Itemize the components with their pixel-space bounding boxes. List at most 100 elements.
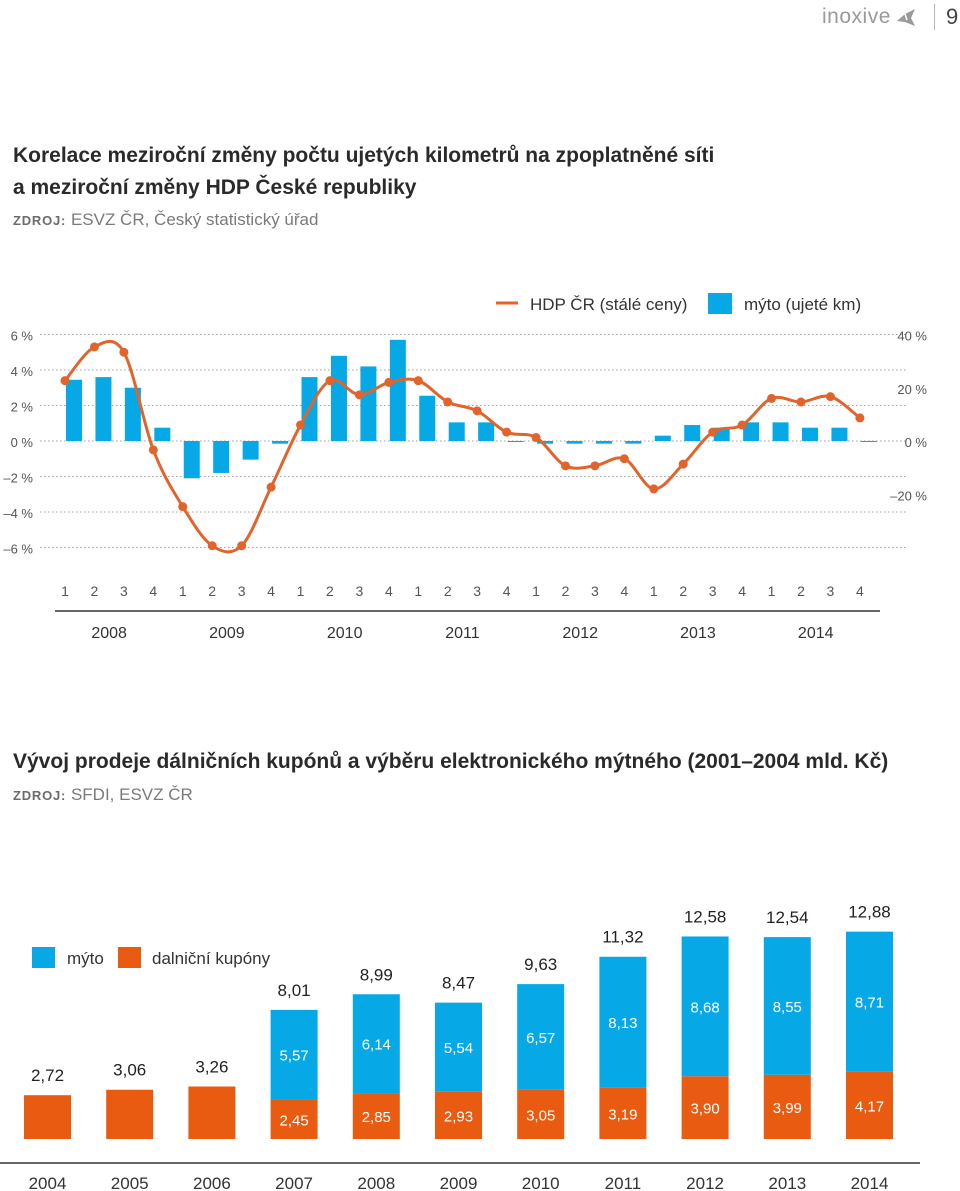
- total-value-label: 8,01: [278, 981, 311, 1000]
- quarter-tick-label: 4: [385, 583, 393, 599]
- chart1-source: ZDROJ: ESVZ ČR, Český statistický úřad: [13, 210, 318, 230]
- y-right-tick-label: –20 %: [890, 488, 927, 503]
- myto-bar: [66, 379, 82, 441]
- myto-bar: [389, 339, 406, 441]
- quarter-tick-label: 4: [738, 583, 746, 599]
- chart2-figure: mýto dalniční kupóny 2,72 2004 3,06 2005 3,26 2…: [0, 903, 920, 1191]
- y-left-tick-label: 4 %: [11, 364, 34, 379]
- myto-bar: [183, 441, 200, 479]
- myto-bar: [860, 441, 877, 442]
- quarter-tick-label: 3: [827, 583, 835, 599]
- kupony-bar: [106, 1089, 154, 1139]
- year-tick-label: 2014: [798, 625, 834, 642]
- myto-bar: [625, 441, 642, 444]
- myto-bar: [599, 956, 647, 1088]
- myto-bar: [595, 441, 612, 444]
- quarter-tick-label: 1: [768, 583, 776, 599]
- year-tick-label: 2014: [851, 1174, 889, 1191]
- total-value-label: 8,99: [360, 965, 393, 984]
- kupony-value-label: 3,90: [690, 1101, 719, 1118]
- quarter-tick-label: 3: [473, 583, 481, 599]
- quarter-tick-label: 2: [208, 583, 216, 599]
- y-left-tick-label: –4 %: [3, 506, 33, 521]
- legend-label-hdp: HDP ČR (stálé ceny): [530, 295, 687, 314]
- myto-bar: [360, 366, 377, 441]
- year-tick-label: 2009: [440, 1174, 478, 1191]
- year-tick-label: 2010: [327, 625, 363, 642]
- quarter-tick-label: 1: [179, 583, 187, 599]
- myto-value-label: 5,57: [279, 1048, 308, 1065]
- quarter-tick-label: 4: [149, 583, 157, 599]
- quarter-tick-label: 2: [679, 583, 687, 599]
- myto-bar: [270, 1009, 318, 1100]
- chart2-title: Vývoj prodeje dálničních kupónů a výběru…: [13, 750, 889, 773]
- total-value-label: 12,54: [766, 908, 809, 927]
- myto-bar: [743, 422, 760, 441]
- kupony-value-label: 3,99: [773, 1100, 802, 1117]
- myto-bar: [213, 441, 230, 473]
- hdp-point: [649, 484, 659, 494]
- chart1-title-line1: Korelace meziroční změny počtu ujetých k…: [13, 144, 715, 167]
- myto-bar: [419, 395, 436, 441]
- kupony-bar: [763, 1074, 811, 1139]
- total-value-label: 3,06: [113, 1061, 146, 1080]
- quarter-tick-label: 3: [591, 583, 599, 599]
- quarter-tick-label: 1: [414, 583, 422, 599]
- year-tick-label: 2013: [768, 1174, 806, 1191]
- y-right-tick-label: 0 %: [905, 435, 928, 450]
- kupony-bar: [435, 1091, 482, 1139]
- legend-bar-swatch: [708, 293, 732, 314]
- kupony-bar: [599, 1087, 647, 1139]
- chart1-source-label: ZDROJ:: [13, 213, 67, 228]
- kupony-value-label: 2,85: [362, 1109, 391, 1126]
- myto-bar: [654, 435, 671, 441]
- hdp-point: [148, 445, 158, 455]
- hdp-point: [737, 420, 747, 430]
- total-value-label: 11,32: [602, 928, 643, 947]
- header-divider: [934, 4, 935, 30]
- myto-bar: [537, 441, 554, 444]
- quarter-tick-label: 4: [267, 583, 275, 599]
- year-tick-label: 2012: [562, 625, 598, 642]
- total-value-label: 9,63: [524, 955, 557, 974]
- legend-label-myto: mýto: [67, 949, 104, 968]
- myto-bar: [846, 931, 893, 1072]
- year-tick-label: 2008: [91, 625, 127, 642]
- myto-bar: [448, 422, 465, 441]
- quarter-tick-label: 4: [856, 583, 864, 599]
- myto-bar: [831, 427, 848, 441]
- brand-logo: inoxive: [822, 3, 917, 31]
- myto-bar: [772, 422, 789, 441]
- hdp-point: [590, 461, 600, 471]
- page-number: 9: [946, 4, 959, 29]
- myto-bar: [242, 441, 259, 460]
- total-value-label: 2,72: [31, 1066, 64, 1085]
- hdp-point: [119, 347, 129, 357]
- total-value-label: 3,26: [195, 1058, 228, 1077]
- kupony-bar: [270, 1099, 318, 1139]
- myto-value-label: 5,54: [444, 1040, 473, 1057]
- myto-bar: [124, 387, 141, 441]
- myto-bar: [566, 441, 583, 444]
- myto-value-label: 8,55: [773, 999, 802, 1016]
- myto-bar: [517, 984, 565, 1090]
- kupony-value-label: 2,45: [279, 1112, 308, 1129]
- hdp-point: [207, 541, 217, 551]
- hdp-point: [678, 459, 688, 469]
- hdp-point: [89, 342, 99, 352]
- quarter-tick-label: 1: [532, 583, 540, 599]
- myto-value-label: 6,57: [526, 1030, 555, 1047]
- kupony-value-label: 3,19: [608, 1106, 637, 1123]
- hdp-point: [237, 541, 247, 551]
- y-right-tick-label: 20 %: [897, 382, 927, 397]
- legend-kupony-swatch: [118, 947, 141, 968]
- legend-label-myto: mýto (ujeté km): [744, 295, 861, 314]
- y-left-tick-label: –6 %: [3, 542, 33, 557]
- year-tick-label: 2007: [275, 1174, 313, 1191]
- kupony-value-label: 4,17: [855, 1098, 884, 1115]
- myto-bar: [507, 441, 524, 442]
- total-value-label: 12,58: [684, 907, 727, 926]
- hdp-point: [384, 377, 394, 387]
- y-left-tick-label: 0 %: [11, 435, 34, 450]
- myto-bar: [684, 425, 701, 441]
